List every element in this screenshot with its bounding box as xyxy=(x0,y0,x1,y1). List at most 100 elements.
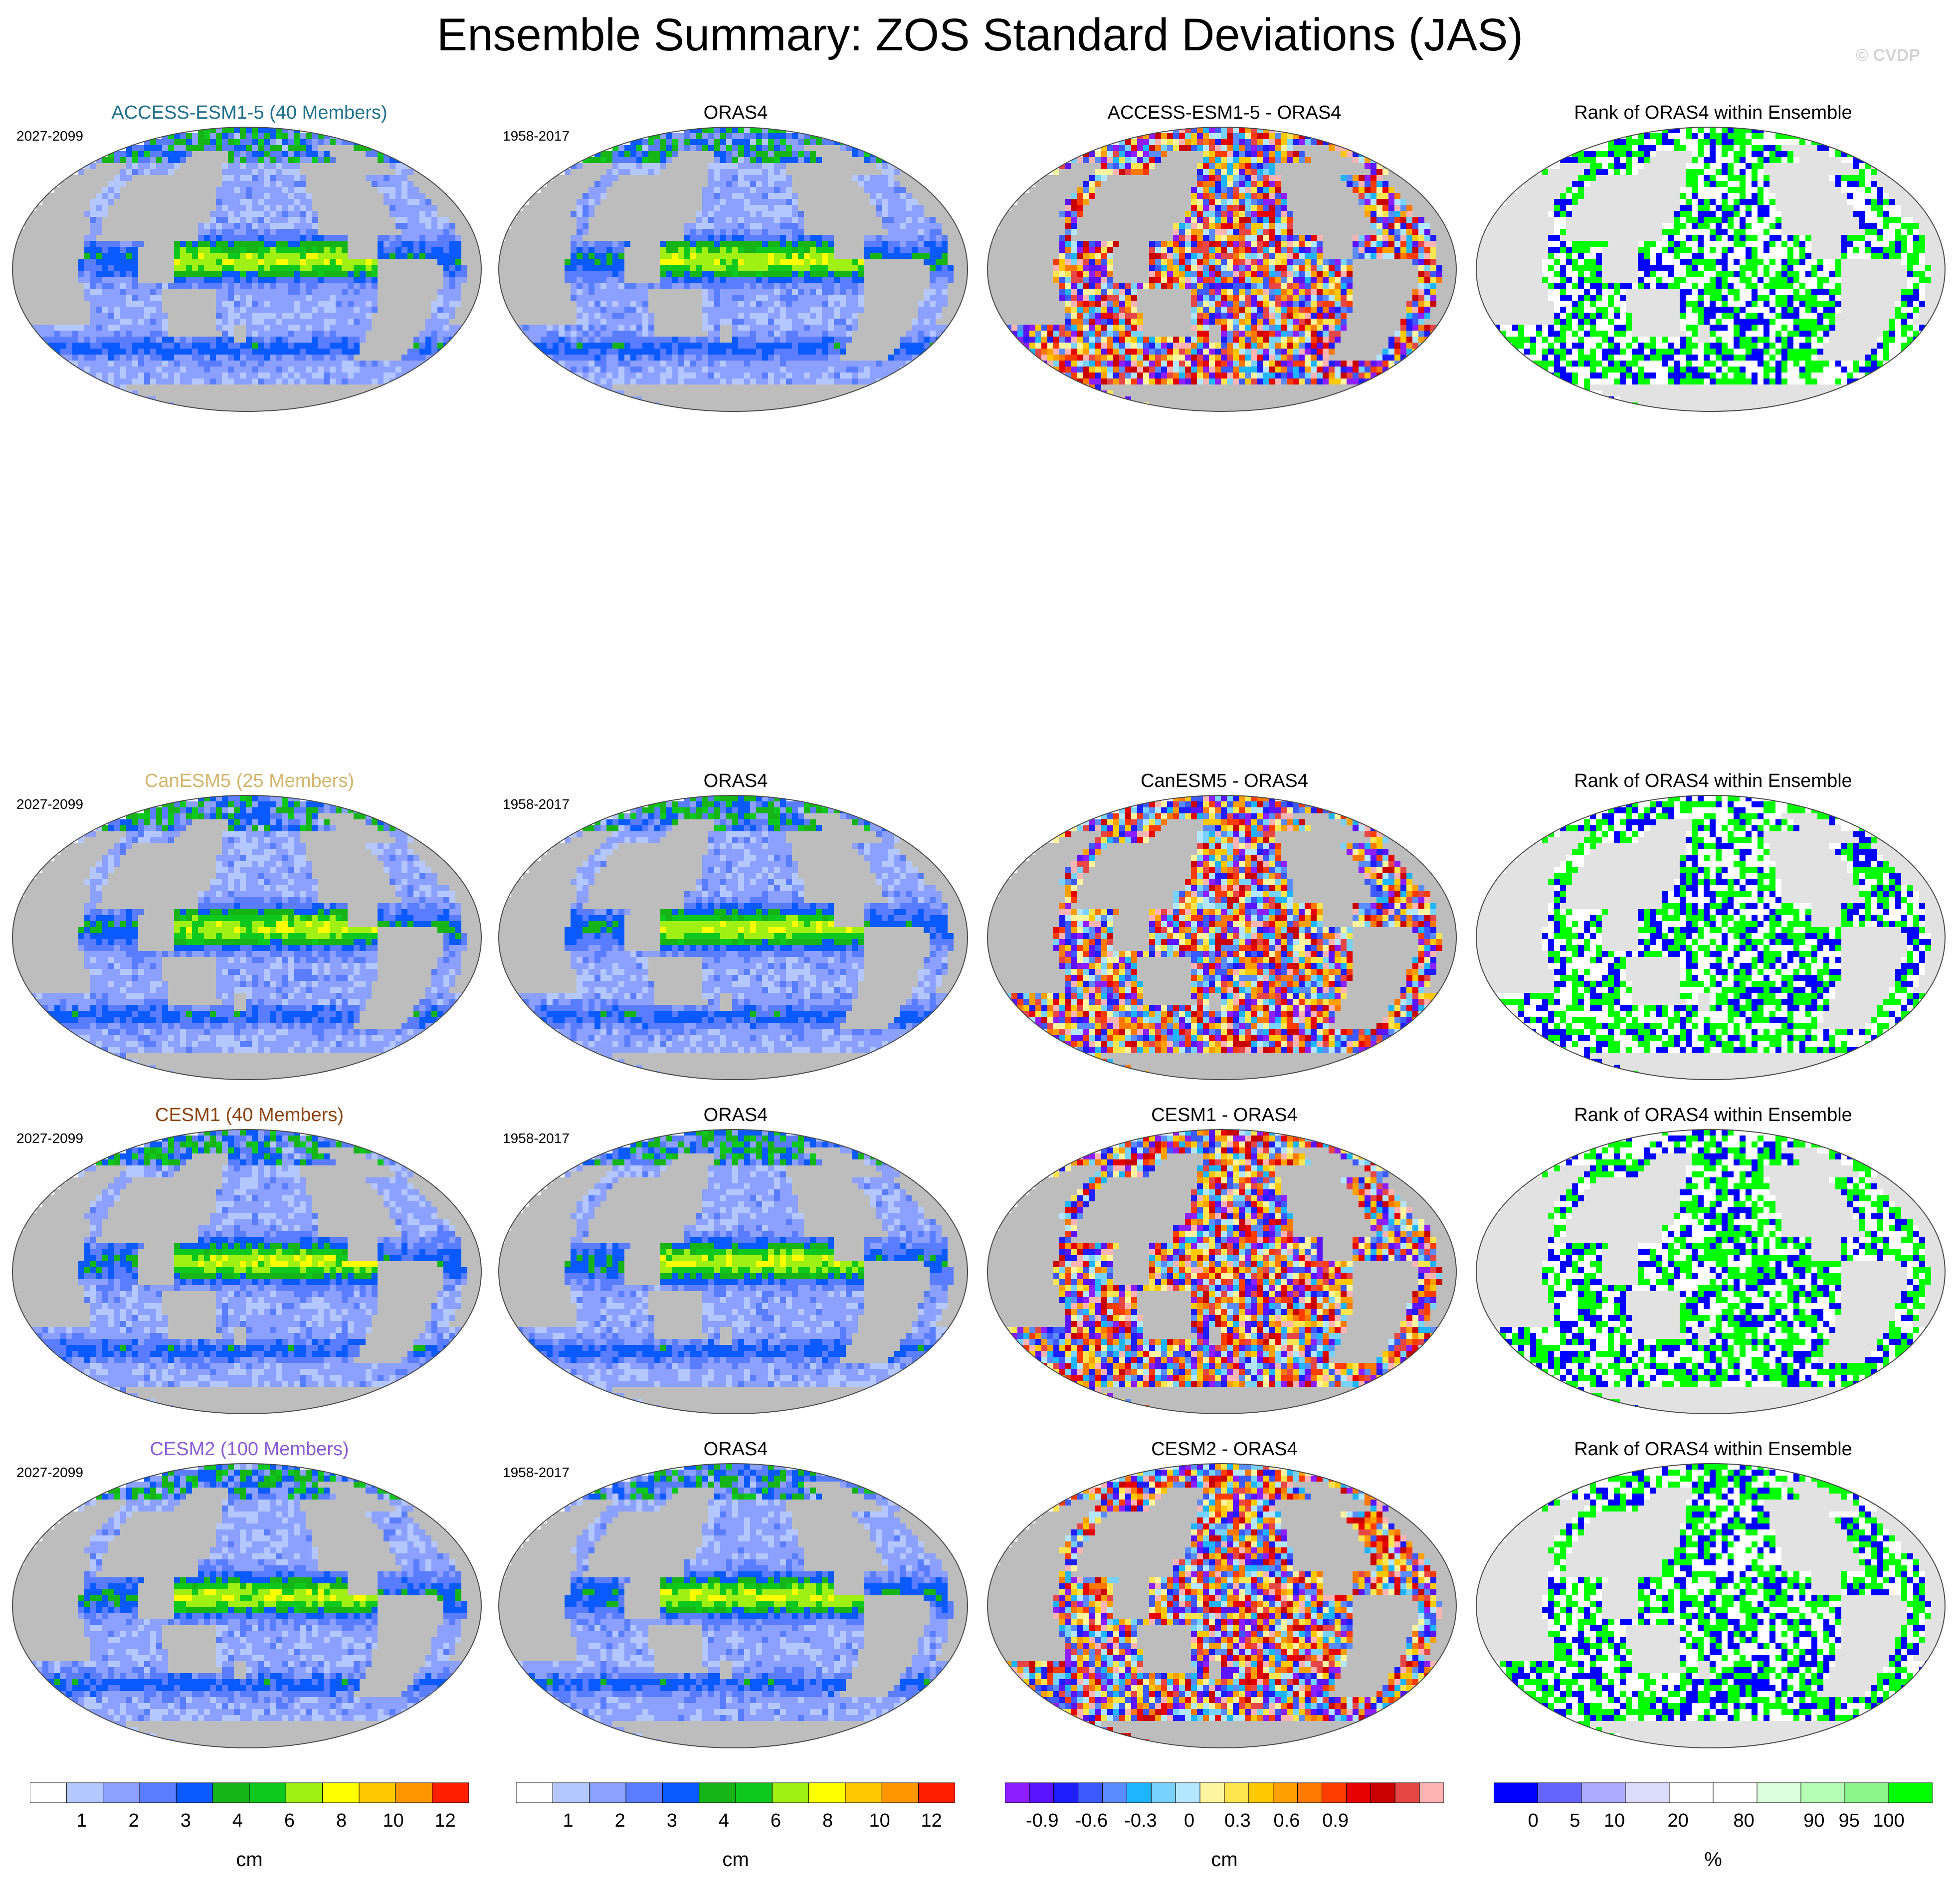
colorbar-tick-label: 20 xyxy=(1667,1810,1688,1831)
map-panel-diff-3: CESM2 - ORAS4 xyxy=(982,1439,1466,1758)
colorbar-swatch xyxy=(1713,1783,1757,1803)
panel-title-obs-1: ORAS4 xyxy=(494,770,978,792)
colorbar-diff-unit: cm xyxy=(1005,1849,1444,1871)
panel-title-obs-2: ORAS4 xyxy=(494,1105,978,1126)
map-diff-3 xyxy=(982,1439,1461,1768)
colorbar-swatch xyxy=(1078,1783,1103,1803)
colorbar-tick-label: 12 xyxy=(921,1810,942,1831)
colorbar-swatch xyxy=(1625,1783,1669,1803)
colorbar-tick-label: 1 xyxy=(77,1810,87,1831)
colorbar-swatch xyxy=(249,1783,286,1803)
colorbar-rank-unit: % xyxy=(1494,1849,1933,1871)
figure-title: Ensemble Summary: ZOS Standard Deviation… xyxy=(0,9,1960,61)
colorbar-tick-label: 100 xyxy=(1873,1810,1904,1831)
colorbar-std-obs-unit: cm xyxy=(516,1849,955,1871)
colorbar-swatch xyxy=(395,1783,432,1803)
map-panel-diff-0: ACCESS-ESM1-5 - ORAS4 xyxy=(982,102,1466,421)
panel-period-obs-0: 1958-2017 xyxy=(503,128,570,144)
colorbar-swatch xyxy=(30,1783,66,1803)
panel-title-diff-3: CESM2 - ORAS4 xyxy=(982,1439,1466,1460)
colorbar-swatch xyxy=(662,1783,699,1803)
colorbar-swatch xyxy=(1395,1783,1419,1803)
colorbar-tick-label: 2 xyxy=(129,1810,139,1831)
map-obs-3 xyxy=(494,1439,973,1768)
map-model-0 xyxy=(7,102,486,431)
panel-period-model-2: 2027-2099 xyxy=(16,1131,83,1146)
panel-title-model-0: ACCESS-ESM1-5 (40 Members) xyxy=(7,102,491,124)
map-rank-2 xyxy=(1471,1105,1950,1434)
colorbar-swatch xyxy=(553,1783,589,1803)
colorbar-swatch xyxy=(736,1783,772,1803)
colorbar-swatch xyxy=(1669,1783,1713,1803)
colorbar-tick-label: 95 xyxy=(1839,1810,1860,1831)
colorbar-swatch xyxy=(845,1783,882,1803)
colorbar-tick-label: 5 xyxy=(1569,1810,1580,1831)
colorbar-swatch xyxy=(1889,1783,1933,1803)
colorbar-swatch xyxy=(1249,1783,1273,1803)
colorbar-swatch xyxy=(699,1783,736,1803)
colorbar-swatch xyxy=(1176,1783,1200,1803)
colorbar-swatch xyxy=(1494,1783,1538,1803)
colorbar-swatch xyxy=(103,1783,140,1803)
map-obs-0 xyxy=(494,102,973,431)
colorbar-tick-label: 1 xyxy=(563,1810,574,1831)
colorbar-swatch xyxy=(432,1783,469,1803)
map-model-3 xyxy=(7,1439,486,1768)
colorbar-tick-label: 90 xyxy=(1803,1810,1824,1831)
colorbar-swatch xyxy=(1151,1783,1176,1803)
colorbar-tick-label: 4 xyxy=(719,1810,729,1831)
colorbar-swatch xyxy=(1371,1783,1395,1803)
map-panel-rank-2: Rank of ORAS4 within Ensemble xyxy=(1471,1105,1955,1424)
colorbar-tick-label: 4 xyxy=(232,1810,243,1831)
map-model-1 xyxy=(7,770,486,1100)
map-rank-3 xyxy=(1471,1439,1950,1768)
colorbar-swatch xyxy=(1127,1783,1151,1803)
colorbar-swatch xyxy=(1845,1783,1889,1803)
colorbar-tick-label: 3 xyxy=(667,1810,677,1831)
colorbar-tick-label: 10 xyxy=(383,1810,403,1831)
colorbar-swatch xyxy=(140,1783,176,1803)
map-rank-0 xyxy=(1471,102,1950,431)
panel-title-model-1: CanESM5 (25 Members) xyxy=(7,770,491,792)
map-panel-rank-1: Rank of ORAS4 within Ensemble xyxy=(1471,770,1955,1090)
colorbar-swatch xyxy=(1273,1783,1298,1803)
copyright-label: © CVDP xyxy=(1856,46,1920,65)
map-diff-0 xyxy=(982,102,1461,431)
colorbar-swatch xyxy=(1054,1783,1078,1803)
colorbar-tick-label: 0 xyxy=(1184,1810,1194,1831)
colorbar-tick-label: 6 xyxy=(284,1810,295,1831)
colorbar-swatch xyxy=(809,1783,845,1803)
colorbar-swatch xyxy=(1224,1783,1249,1803)
map-obs-1 xyxy=(494,770,973,1100)
map-panel-rank-3: Rank of ORAS4 within Ensemble xyxy=(1471,1439,1955,1758)
panel-title-rank-1: Rank of ORAS4 within Ensemble xyxy=(1471,770,1955,792)
colorbar-swatch xyxy=(516,1783,553,1803)
colorbar-tick-label: -0.3 xyxy=(1124,1810,1157,1831)
map-panel-diff-1: CanESM5 - ORAS4 xyxy=(982,770,1466,1090)
colorbar-std-unit: cm xyxy=(30,1849,469,1871)
colorbar-tick-label: 0.6 xyxy=(1274,1810,1300,1831)
panel-title-model-2: CESM1 (40 Members) xyxy=(7,1105,491,1126)
map-panel-model-1: CanESM5 (25 Members)2027-2099 xyxy=(7,770,491,1090)
colorbar-swatch xyxy=(1103,1783,1127,1803)
panel-title-diff-0: ACCESS-ESM1-5 - ORAS4 xyxy=(982,102,1466,124)
map-diff-2 xyxy=(982,1105,1461,1434)
colorbar-tick-label: 10 xyxy=(869,1810,890,1831)
colorbar-swatch xyxy=(919,1783,955,1803)
colorbar-swatch xyxy=(1801,1783,1845,1803)
colorbar-swatch xyxy=(213,1783,249,1803)
map-panel-model-0: ACCESS-ESM1-5 (40 Members)2027-2099 xyxy=(7,102,491,421)
colorbar-tick-label: 2 xyxy=(615,1810,625,1831)
colorbar-tick-label: 6 xyxy=(771,1810,781,1831)
map-obs-2 xyxy=(494,1105,973,1434)
colorbar-swatch xyxy=(626,1783,662,1803)
